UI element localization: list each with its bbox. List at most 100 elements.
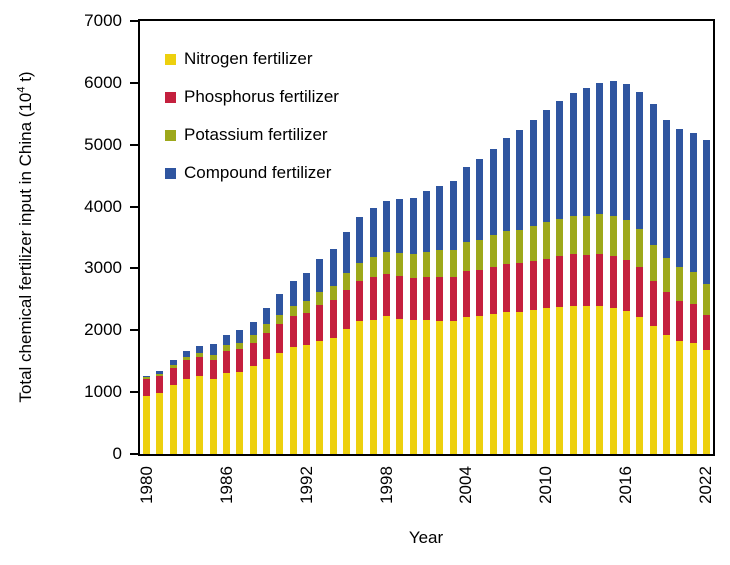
y-tick-label: 2000 — [84, 320, 122, 340]
bar-segment — [276, 324, 284, 353]
bar-1980 — [143, 375, 151, 454]
y-tick-mark — [130, 453, 138, 455]
bar-segment — [542, 222, 550, 259]
bar-segment — [582, 88, 590, 216]
bar-segment — [516, 311, 524, 454]
bar-segment — [263, 358, 271, 454]
bar-segment — [529, 309, 537, 454]
plot-area: Nitrogen fertilizer Phosphorus fertilize… — [138, 19, 715, 456]
bar-segment — [489, 149, 497, 235]
bar-2003 — [449, 181, 457, 454]
bar-segment — [369, 207, 377, 258]
bar-segment — [196, 357, 204, 377]
phosphorus-swatch-icon — [165, 91, 176, 103]
bar-segment — [609, 216, 617, 256]
bar-2019 — [662, 119, 670, 454]
bar-segment — [423, 251, 430, 277]
bar-segment — [622, 83, 630, 221]
bar-segment — [263, 333, 271, 359]
bar-segment — [489, 266, 497, 315]
bar-segment — [502, 231, 510, 265]
bar-segment — [423, 276, 430, 321]
bar-segment — [236, 330, 244, 343]
bar-segment — [662, 334, 670, 454]
bar-segment — [569, 216, 577, 255]
bar-segment — [409, 277, 417, 321]
bar-segment — [383, 252, 391, 274]
bar-segment — [582, 254, 590, 306]
legend-entry-compound: Compound fertilizer — [165, 164, 339, 182]
bar-segment — [596, 305, 604, 454]
bar-segment — [249, 334, 257, 343]
y-tick-label: 6000 — [84, 72, 122, 92]
bar-segment — [289, 280, 297, 306]
bar-1991 — [289, 280, 297, 454]
y-tick-label: 5000 — [84, 134, 122, 154]
y-axis-title: Total chemical fertilizer input in China… — [15, 12, 37, 462]
bar-2007 — [502, 138, 510, 454]
bar-segment — [449, 249, 457, 277]
bar-segment — [303, 313, 311, 346]
bar-segment — [702, 314, 710, 351]
bar-1989 — [263, 308, 271, 454]
bar-segment — [409, 320, 417, 454]
bar-segment — [156, 392, 164, 454]
bar-segment — [596, 214, 604, 254]
bar-segment — [556, 306, 564, 454]
bar-segment — [289, 305, 297, 317]
bar-segment — [156, 374, 164, 377]
bar-segment — [356, 280, 364, 322]
bar-segment — [209, 344, 217, 356]
bar-segment — [702, 139, 710, 284]
bar-segment — [303, 272, 311, 302]
bar-2002 — [436, 185, 444, 454]
bar-segment — [689, 132, 697, 272]
bar-1996 — [356, 217, 364, 454]
bar-2018 — [649, 104, 657, 454]
bar-segment — [569, 92, 577, 217]
bar-segment — [169, 364, 177, 368]
bar-segment — [596, 253, 604, 306]
bar-segment — [529, 225, 537, 261]
bar-segment — [223, 334, 231, 346]
bar-segment — [183, 360, 191, 379]
bar-1994 — [329, 248, 337, 454]
y-tick-label: 3000 — [84, 258, 122, 278]
bar-segment — [263, 308, 271, 325]
legend-label-phosphorus: Phosphorus fertilizer — [184, 87, 339, 106]
bar-segment — [409, 254, 417, 278]
bar-segment — [502, 264, 510, 312]
bar-segment — [329, 300, 337, 338]
bar-segment — [489, 234, 497, 267]
legend-label-nitrogen: Nitrogen fertilizer — [184, 49, 313, 68]
bar-segment — [209, 360, 217, 380]
y-tick-label: 7000 — [84, 11, 122, 30]
bar-segment — [209, 355, 217, 361]
bar-2004 — [462, 167, 470, 454]
bar-1993 — [316, 259, 324, 454]
bar-segment — [542, 308, 550, 454]
bar-segment — [396, 198, 404, 254]
bar-segment — [396, 275, 404, 320]
bar-segment — [396, 253, 404, 276]
bar-segment — [649, 104, 657, 245]
bar-segment — [276, 352, 284, 454]
bar-1982 — [169, 360, 177, 454]
bar-segment — [156, 371, 164, 375]
bar-segment — [369, 319, 377, 454]
bar-segment — [409, 197, 417, 255]
x-tick-label: 2010 — [536, 466, 556, 504]
bar-segment — [423, 320, 430, 454]
bar-segment — [223, 345, 231, 351]
bar-segment — [702, 350, 710, 454]
bar-segment — [196, 346, 204, 354]
bar-segment — [183, 356, 191, 361]
bar-segment — [183, 378, 191, 454]
bar-segment — [449, 181, 457, 250]
bar-segment — [369, 277, 377, 320]
bar-segment — [462, 316, 470, 454]
bar-segment — [622, 259, 630, 312]
y-tick-mark — [130, 205, 138, 208]
bar-segment — [529, 260, 537, 310]
x-axis-title: Year — [408, 528, 444, 547]
